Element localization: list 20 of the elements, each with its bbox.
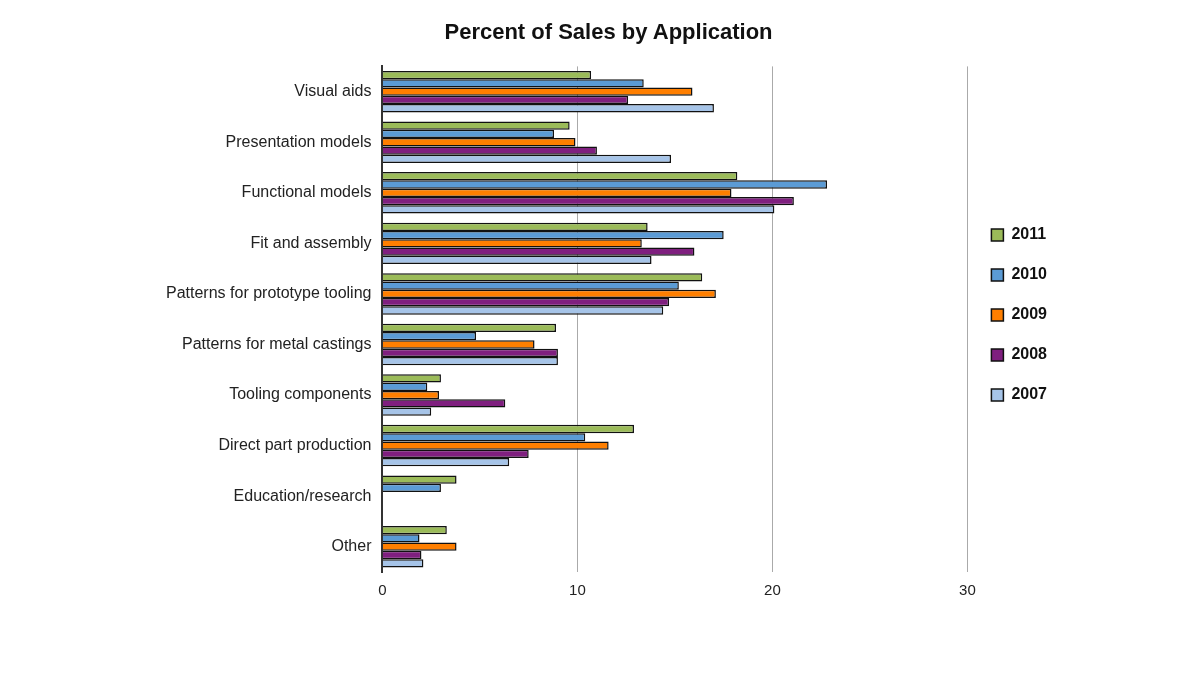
x-tick-label: 0 — [378, 581, 387, 599]
y-tick-label: Presentation models — [225, 132, 372, 150]
legend-label: 2010 — [1011, 265, 1048, 283]
x-tick-label: 10 — [569, 581, 586, 599]
y-tick-label: Visual aids — [294, 82, 372, 100]
y-tick-label: Education/research — [233, 486, 372, 504]
y-tick-label: Tooling components — [229, 385, 372, 403]
x-tick-label: 30 — [959, 581, 976, 599]
legend-label: 2008 — [1011, 345, 1048, 363]
legend-label: 2007 — [1011, 385, 1048, 403]
y-tick-label: Patterns for prototype tooling — [166, 284, 372, 302]
y-tick-label: Other — [331, 537, 373, 555]
legend-label: 2009 — [1011, 305, 1048, 323]
x-tick-label: 20 — [764, 581, 781, 599]
y-tick-label: Direct part production — [218, 436, 372, 454]
legend-label: 2011 — [1011, 225, 1047, 243]
y-tick-label: Functional models — [241, 183, 372, 201]
y-tick-label: Patterns for metal castings — [182, 334, 372, 352]
y-tick-label: Fit and assembly — [250, 233, 372, 251]
chart-title: Percent of Sales by Application — [444, 19, 773, 45]
